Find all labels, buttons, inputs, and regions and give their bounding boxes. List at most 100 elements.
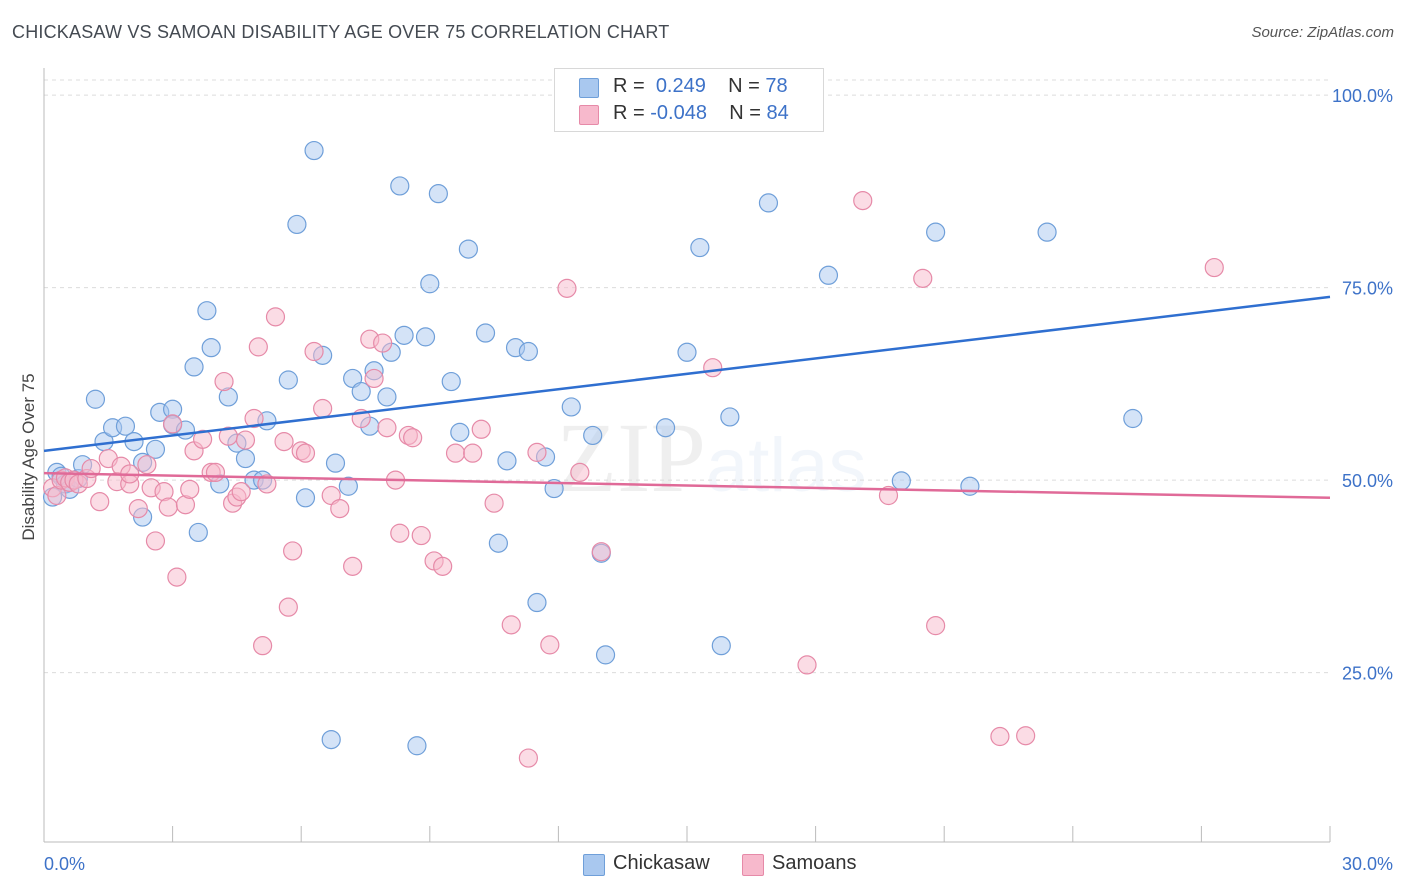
point-samoans: [163, 414, 183, 434]
point-chickasaw: [891, 471, 911, 491]
point-samoans: [214, 371, 234, 392]
point-chickasaw: [415, 327, 436, 347]
point-samoans: [377, 418, 397, 438]
point-chickasaw: [497, 451, 517, 471]
watermark: ZIPatlas: [556, 400, 867, 515]
point-chickasaw: [188, 522, 208, 543]
point-samoans: [853, 190, 873, 211]
tick-labels: 25.0% 50.0% 75.0% 100.0% 0.0% 30.0% Disability…: [19, 86, 1393, 874]
point-chickasaw: [926, 222, 946, 242]
point-samoans: [403, 428, 423, 448]
point-chickasaw: [450, 422, 470, 442]
point-chickasaw: [561, 397, 581, 417]
bottom-legend-label-samoans: Samoans: [772, 852, 857, 874]
y-tick-label: 25.0%: [1342, 664, 1393, 684]
source-label: Source: ZipAtlas.com: [1251, 24, 1394, 41]
point-samoans: [244, 408, 264, 429]
point-chickasaw: [488, 533, 508, 553]
point-samoans: [180, 479, 200, 499]
point-chickasaw: [583, 425, 603, 446]
point-chickasaw: [518, 341, 538, 362]
point-samoans: [926, 616, 946, 636]
point-chickasaw: [818, 265, 839, 285]
point-samoans: [343, 556, 363, 576]
point-samoans: [501, 615, 521, 635]
point-chickasaw: [407, 736, 427, 756]
point-chickasaw: [711, 636, 731, 656]
point-chickasaw: [325, 453, 346, 473]
watermark-zip: ZIP: [556, 402, 706, 513]
point-chickasaw: [321, 729, 341, 750]
point-samoans: [137, 455, 157, 475]
point-samoans: [295, 443, 316, 463]
watermark-atlas: atlas: [706, 423, 867, 508]
point-chickasaw: [1123, 408, 1143, 429]
point-samoans: [235, 430, 256, 450]
point-chickasaw: [595, 645, 616, 665]
point-chickasaw: [201, 338, 221, 358]
point-samoans: [1016, 726, 1036, 746]
point-chickasaw: [390, 176, 410, 196]
point-chickasaw: [235, 448, 256, 469]
point-samoans: [278, 597, 298, 617]
point-samoans: [274, 432, 294, 452]
bottom-legend-label-chickasaw: Chickasaw: [613, 852, 710, 874]
legend-swatch-samoans: [579, 105, 599, 125]
legend-text-samoans: R = -0.048 N = 84: [613, 102, 789, 124]
point-chickasaw: [720, 407, 740, 427]
point-chickasaw: [394, 325, 414, 345]
point-samoans: [913, 268, 933, 288]
trend-lines: [43, 295, 1331, 500]
point-chickasaw: [304, 140, 324, 161]
point-samoans: [231, 482, 251, 502]
point-samoans: [257, 474, 277, 494]
point-chickasaw: [351, 381, 371, 402]
bottom-legend-swatch-samoans: [742, 854, 764, 876]
point-samoans: [484, 493, 504, 513]
point-chickasaw: [115, 416, 136, 436]
point-samoans: [373, 333, 393, 353]
point-samoans: [471, 419, 491, 439]
point-samoans: [445, 443, 466, 463]
point-samoans: [167, 567, 187, 587]
point-samoans: [313, 398, 333, 419]
point-samoans: [304, 341, 324, 362]
point-samoans: [253, 636, 273, 656]
legend-text-chickasaw: R = 0.249 N = 78: [613, 75, 788, 97]
point-chickasaw: [197, 301, 217, 321]
point-samoans: [90, 492, 110, 512]
point-samoans: [411, 525, 431, 546]
data-points: [42, 85, 1224, 768]
x-tick-label-max: 30.0%: [1342, 854, 1393, 874]
point-chickasaw: [295, 488, 316, 508]
point-samoans: [433, 556, 453, 576]
point-chickasaw: [145, 439, 166, 459]
point-chickasaw: [278, 370, 298, 390]
point-samoans: [463, 443, 483, 463]
point-samoans: [128, 498, 148, 519]
y-tick-label: 75.0%: [1342, 279, 1393, 299]
stats-legend: R = 0.249 N = 78 R = -0.048 N = 84: [554, 68, 824, 132]
point-chickasaw: [184, 357, 204, 377]
grid-lines: [44, 79, 1330, 674]
point-chickasaw: [690, 237, 710, 258]
trend-line-samoans: [43, 471, 1331, 500]
point-chickasaw: [377, 387, 397, 407]
point-samoans: [527, 442, 547, 462]
point-chickasaw: [441, 371, 461, 392]
point-chickasaw: [458, 239, 478, 259]
point-samoans: [330, 498, 350, 519]
point-chickasaw: [475, 323, 496, 343]
point-samoans: [878, 485, 899, 506]
y-tick-label: 50.0%: [1342, 471, 1393, 491]
point-samoans: [1204, 257, 1224, 278]
point-chickasaw: [85, 389, 106, 409]
point-samoans: [797, 655, 817, 675]
bottom-legend-swatch-chickasaw: [583, 854, 605, 876]
point-samoans: [205, 462, 226, 482]
point-samoans: [990, 726, 1010, 747]
point-samoans: [703, 358, 723, 378]
legend-swatch-chickasaw: [579, 78, 599, 98]
point-samoans: [145, 531, 166, 551]
